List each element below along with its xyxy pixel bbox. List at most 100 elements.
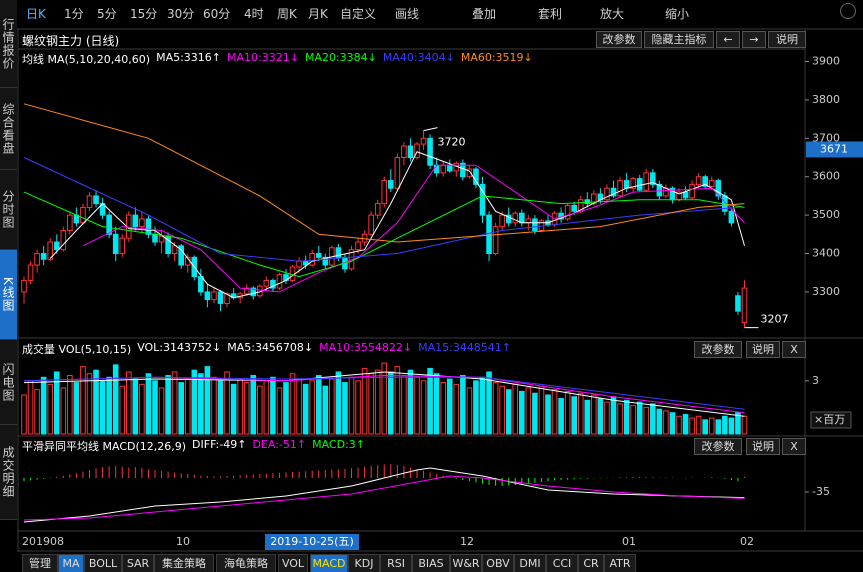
sidebar-tab[interactable]: 综合看盘	[0, 88, 17, 170]
sidebar-tab[interactable]: 分时图	[0, 170, 17, 250]
bottom-tab[interactable]: W&R	[450, 554, 482, 572]
sidebar-tab[interactable]: 成交明细	[0, 425, 17, 520]
panel-button[interactable]: X	[782, 438, 806, 455]
toolbar-item[interactable]: 60分	[203, 7, 231, 21]
y-tick-label: 3500	[812, 208, 840, 221]
candle-body	[741, 287, 748, 324]
candle-body	[145, 218, 152, 235]
toolbar-item[interactable]: 缩小	[665, 7, 690, 21]
bottom-tab[interactable]: BIAS	[412, 554, 450, 572]
candle-body	[217, 291, 224, 304]
candle-body	[728, 210, 735, 224]
toolbar-item[interactable]: 1分	[64, 7, 84, 21]
header-button[interactable]: 改参数	[596, 31, 642, 48]
candle-body	[355, 241, 361, 251]
toolbar-item[interactable]: 叠加	[472, 7, 497, 21]
toolbar-item[interactable]: 画线	[395, 7, 420, 21]
volume-bar	[728, 417, 735, 435]
sidebar-tab[interactable]: K线图	[0, 250, 17, 340]
candle-body	[695, 176, 702, 185]
volume-bar	[217, 380, 224, 435]
candle-body	[86, 195, 93, 208]
panel-button[interactable]: 改参数	[694, 341, 742, 358]
legend-text: 均线 MA(5,10,20,40,60)	[22, 53, 151, 66]
volume-bar	[420, 380, 427, 435]
volume-bar	[355, 380, 361, 435]
toolbar-item[interactable]: 放大	[600, 7, 625, 21]
bottom-tab[interactable]: ATR	[604, 554, 636, 572]
bottom-tab[interactable]: MA	[58, 554, 84, 572]
legend-row: 均线 MA(5,10,20,40,60) MA5:3316↑ MA10:3321↓ M…	[22, 51, 533, 67]
candle-body	[427, 137, 433, 166]
bottom-tab[interactable]: CCI	[546, 554, 578, 572]
toolbar-item[interactable]: 30分	[167, 7, 195, 21]
x-axis-label: 10	[176, 535, 190, 548]
volume-bar	[289, 373, 296, 435]
volume-bar	[93, 369, 99, 435]
volume-bar	[40, 376, 47, 435]
toolbar-item[interactable]: 5分	[97, 7, 117, 21]
candle-body	[27, 264, 34, 281]
toolbar-item[interactable]: 周K	[277, 7, 297, 21]
legend-entry: MA5:3316↑	[156, 51, 222, 64]
toolbar-item[interactable]: 日K	[26, 7, 46, 21]
bottom-tab[interactable]: OBV	[482, 554, 514, 572]
volume-bar	[388, 371, 394, 435]
panel-button[interactable]: X	[782, 341, 806, 358]
volume-bar	[302, 383, 309, 435]
header-button[interactable]: →	[742, 31, 766, 48]
bottom-tab[interactable]: 管理	[22, 554, 58, 572]
header-button[interactable]: ←	[716, 31, 740, 48]
y-tick-label: 3400	[812, 247, 840, 260]
bottom-tab[interactable]: 集金策略	[154, 554, 214, 572]
toolbar-item[interactable]: 15分	[130, 7, 158, 21]
bottom-tab[interactable]: RSI	[380, 554, 412, 572]
bottom-tab[interactable]: VOL	[278, 554, 308, 572]
volume-bar	[106, 376, 112, 435]
ma-line	[23, 103, 745, 243]
toolbar-item[interactable]: 套利	[538, 7, 563, 21]
sidebar-tab[interactable]: 行情报价	[0, 0, 17, 88]
bottom-tab[interactable]: KDJ	[348, 554, 380, 572]
volume-bar	[525, 387, 532, 435]
volume-bar	[126, 371, 132, 435]
candle-body	[414, 143, 420, 159]
bottom-tab[interactable]: 海龟策略	[216, 554, 276, 572]
volume-bar	[342, 382, 348, 435]
unit-label: ×百万	[814, 413, 845, 426]
candle-body	[584, 199, 591, 205]
volume-bar	[368, 373, 374, 435]
panel-button[interactable]: 说明	[746, 341, 780, 358]
close-icon[interactable]	[840, 3, 856, 19]
volume-bar	[132, 378, 139, 435]
toolbar-item[interactable]: 月K	[308, 7, 328, 21]
sidebar-tab[interactable]: 闪电图	[0, 340, 17, 425]
legend-row: 成交量 VOL(5,10,15) VOL:3143752↓ MA5:3456708↓…	[22, 341, 511, 357]
cursor-date: 2019-10-25(五)	[265, 534, 359, 550]
volume-bar	[171, 371, 178, 435]
candle-body	[735, 295, 741, 312]
panel-button[interactable]: 改参数	[694, 438, 742, 455]
bottom-tab[interactable]: BOLL	[84, 554, 122, 572]
bottom-tab[interactable]: MACD	[310, 554, 348, 572]
volume-bar	[184, 378, 191, 435]
legend-entry: MA40:3404↓	[382, 51, 455, 64]
bottom-tab[interactable]: CR	[578, 554, 604, 572]
volume-bar	[152, 380, 158, 435]
volume-bar	[204, 366, 211, 435]
panel-button[interactable]: 说明	[746, 438, 780, 455]
toolbar-item[interactable]: 自定义	[340, 7, 377, 21]
bottom-tab[interactable]: DMI	[514, 554, 546, 572]
volume-bar	[270, 376, 276, 435]
unit-box	[810, 411, 852, 429]
toolbar-item[interactable]: 4时	[244, 7, 264, 21]
x-axis-label: 02	[740, 535, 754, 548]
candle-body	[689, 183, 695, 199]
bottom-tab[interactable]: SAR	[122, 554, 154, 572]
volume-bar	[479, 376, 486, 435]
header-button[interactable]: 说明	[768, 31, 806, 48]
candle-body	[479, 183, 486, 216]
header-button[interactable]: 隐藏主指标	[644, 31, 714, 48]
sidebar-label: 分时图	[1, 190, 15, 229]
ma-line	[23, 371, 745, 417]
